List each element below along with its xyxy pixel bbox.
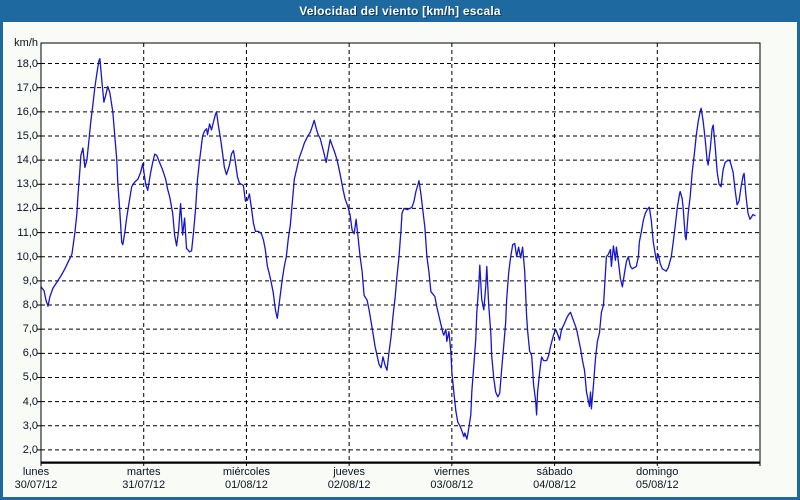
- y-tick-label: 14,0: [16, 154, 38, 167]
- title-bar: Velocidad del viento [km/h] escala: [0, 0, 800, 22]
- y-tick-label: 11,0: [17, 226, 38, 239]
- y-tick-label: 10,0: [16, 250, 38, 263]
- y-tick-label: 7,0: [22, 323, 38, 336]
- x-day-date-label: 31/07/12: [122, 479, 166, 491]
- y-tick-label: 5,0: [22, 371, 38, 384]
- plot-area: [41, 43, 760, 462]
- y-tick-label: 6,0: [22, 347, 38, 360]
- x-day-name-label: viernes: [434, 466, 470, 478]
- x-day-date-label: 05/08/12: [635, 479, 679, 491]
- y-tick-label: 2,0: [22, 443, 38, 456]
- y-tick-label: 16,0: [16, 105, 38, 118]
- y-tick-label: 18,0: [16, 57, 38, 70]
- x-day-name-label: lunes: [22, 466, 50, 478]
- plot-border: [40, 42, 761, 463]
- y-tick-label: 13,0: [16, 178, 38, 191]
- y-tick-label: 8,0: [22, 299, 38, 312]
- y-tick-label: 3,0: [22, 419, 38, 432]
- y-tick-label: 17,0: [16, 81, 38, 94]
- wind-speed-series: [40, 58, 756, 440]
- x-day-date-label: 02/08/12: [327, 479, 371, 491]
- x-day-date-label: 03/08/12: [430, 479, 474, 491]
- wind-speed-line-chart: [37, 42, 761, 466]
- x-day-name-label: domingo: [636, 466, 679, 478]
- x-day-name-label: martes: [126, 466, 161, 478]
- y-tick-label: 9,0: [22, 274, 38, 287]
- y-tick-label: 15,0: [16, 129, 38, 142]
- x-day-date-label: 30/07/12: [14, 479, 58, 491]
- x-day-name-label: jueves: [333, 466, 366, 478]
- y-tick-label: 12,0: [16, 202, 38, 215]
- y-tick-label: 4,0: [22, 395, 38, 408]
- x-day-name-label: sábado: [536, 466, 573, 478]
- x-day-date-label: 04/08/12: [533, 479, 576, 491]
- y-axis-unit-label: km/h: [14, 37, 38, 49]
- chart-title: Velocidad del viento [km/h] escala: [299, 4, 501, 18]
- x-day-name-label: miércoles: [222, 466, 270, 478]
- x-day-date-label: 01/08/12: [225, 479, 268, 491]
